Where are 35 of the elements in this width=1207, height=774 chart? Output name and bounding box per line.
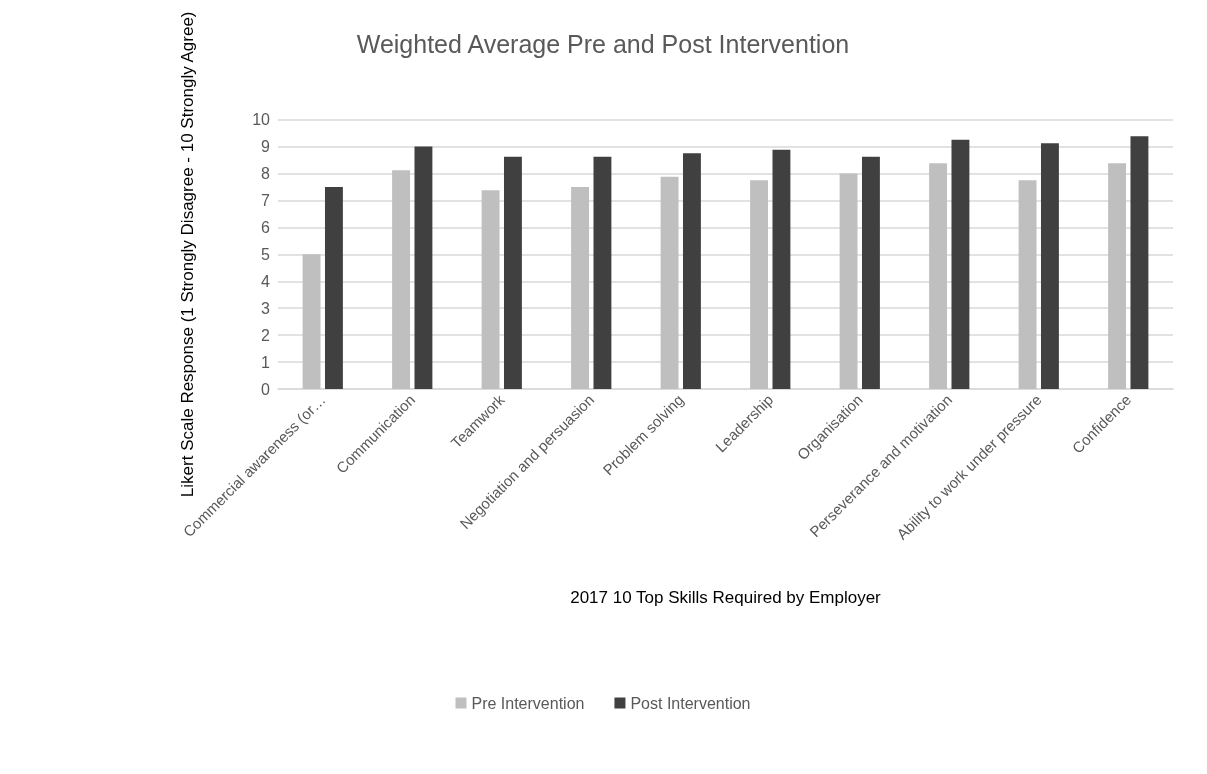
x-axis-title: 2017 10 Top Skills Required by Employer: [570, 588, 882, 607]
bar: [861, 156, 880, 389]
y-tick-label: 5: [261, 245, 271, 263]
bar: [571, 186, 590, 389]
y-tick-label: 10: [252, 111, 271, 129]
bar: [302, 254, 321, 389]
y-tick-label: 2: [261, 326, 271, 344]
bar: [392, 170, 411, 389]
bar: [1108, 163, 1127, 389]
chart-title: Weighted Average Pre and Post Intervention: [356, 29, 850, 58]
bar: [1018, 180, 1037, 389]
y-tick-label: 9: [261, 138, 271, 156]
bar: [951, 139, 970, 389]
y-tick-label: 1: [261, 353, 271, 371]
bar: [593, 156, 612, 389]
y-tick-label: 0: [261, 380, 271, 398]
bar: [929, 163, 948, 389]
bar: [772, 149, 791, 389]
legend-label: Pre Intervention: [471, 694, 585, 712]
y-tick-label: 4: [261, 272, 271, 290]
legend-label: Post Intervention: [630, 694, 751, 712]
bar: [1040, 143, 1059, 389]
bar: [503, 156, 522, 389]
bar: [750, 180, 769, 389]
bar: [481, 190, 500, 389]
bar: [682, 153, 701, 389]
y-tick-label: 6: [261, 218, 271, 236]
bar: [414, 146, 433, 389]
y-tick-label: 8: [261, 165, 271, 182]
bar: [1130, 136, 1149, 389]
y-tick-label: 7: [261, 191, 271, 209]
y-tick-label: 3: [261, 299, 271, 317]
bar: [324, 186, 343, 389]
bar: [660, 176, 679, 389]
bar: [839, 173, 858, 389]
